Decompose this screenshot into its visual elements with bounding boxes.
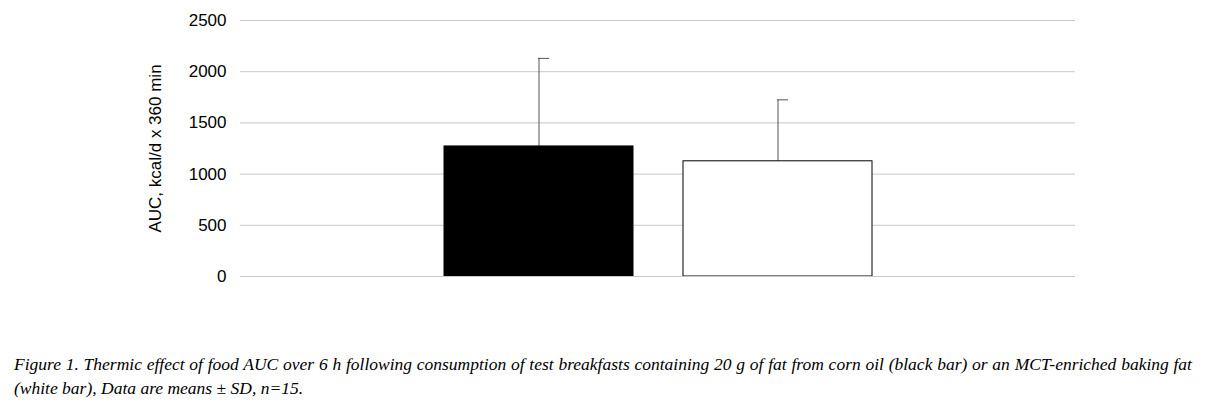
svg-text:1000: 1000 xyxy=(189,165,227,184)
svg-text:2500: 2500 xyxy=(189,11,227,30)
html-text:Figure 1. Thermic effect of fo: Figure 1. Thermic effect of food AUC ove… xyxy=(14,354,1192,398)
svg-text:1500: 1500 xyxy=(189,113,227,132)
svg-text:500: 500 xyxy=(198,216,226,235)
svg-text:2000: 2000 xyxy=(189,62,227,81)
svg-text:0: 0 xyxy=(217,267,226,286)
svg-text:AUC, kcal/d x 360 min: AUC, kcal/d x 360 min xyxy=(146,64,165,232)
